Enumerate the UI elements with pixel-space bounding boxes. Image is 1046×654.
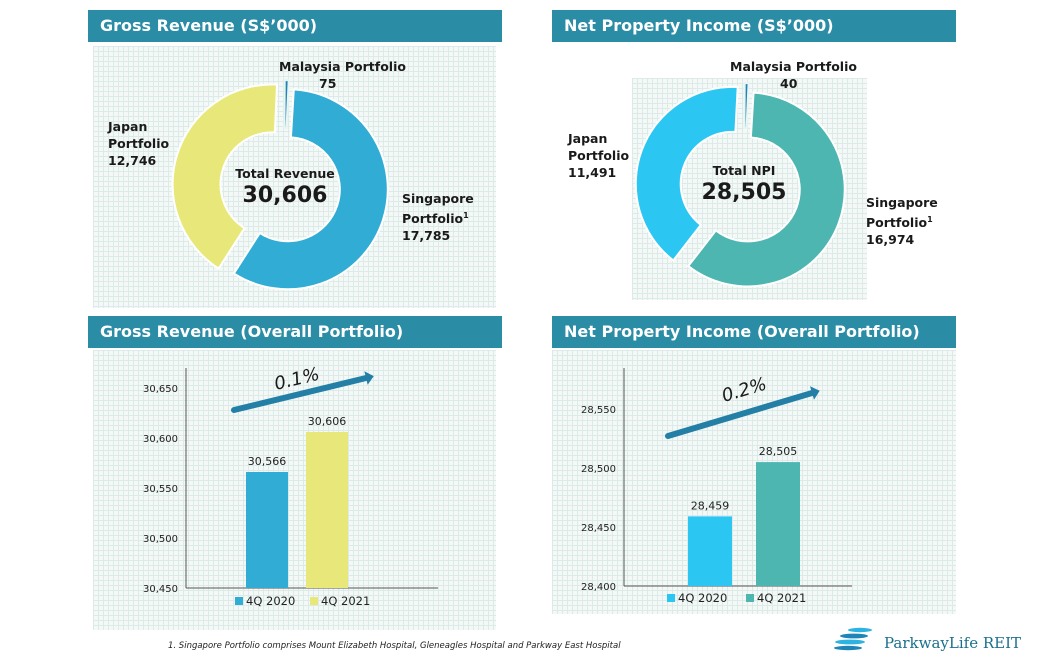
slice-singapore bbox=[686, 91, 846, 288]
legend-swatch bbox=[310, 597, 318, 605]
data-label: 28,505 bbox=[759, 445, 798, 458]
legend-label: 4Q 2021 bbox=[321, 594, 370, 608]
npi-donut-chart bbox=[634, 81, 846, 288]
bar-4q-2021 bbox=[756, 462, 800, 586]
bar-4q-2021 bbox=[306, 432, 348, 588]
gross-revenue-bar-panel: Gross Revenue (Overall Portfolio) 30,450… bbox=[88, 316, 502, 632]
malaysia-name: Malaysia Portfolio bbox=[730, 59, 857, 74]
malaysia-name: Malaysia Portfolio bbox=[279, 59, 406, 74]
y-tick-label: 28,400 bbox=[581, 582, 616, 593]
gross-revenue-donut-chart bbox=[171, 78, 389, 291]
y-tick-label: 30,550 bbox=[143, 484, 178, 495]
slice-singapore bbox=[232, 88, 389, 291]
legend-label: 4Q 2020 bbox=[678, 591, 727, 605]
growth-annotation: 0.2% bbox=[719, 374, 769, 407]
chart-background bbox=[552, 350, 956, 614]
gross-revenue-donut-panel: Gross Revenue (S$’000) Malaysia Portfoli… bbox=[88, 10, 502, 310]
japan-name-2: Portfolio bbox=[108, 136, 170, 151]
growth-arrow-head bbox=[364, 371, 374, 385]
donut-center-label: Total NPI bbox=[712, 163, 776, 178]
panel-title: Gross Revenue (Overall Portfolio) bbox=[88, 316, 502, 348]
legend-label: 4Q 2021 bbox=[757, 591, 806, 605]
singapore-name-2: Portfolio bbox=[402, 211, 464, 227]
footnote: 1. Singapore Portfolio comprises Mount E… bbox=[168, 641, 621, 651]
donut-center-value: 28,505 bbox=[701, 180, 787, 205]
japan-label: Japan Portfolio 11,491 bbox=[568, 130, 629, 181]
y-tick-label: 30,650 bbox=[143, 384, 178, 395]
panel-title: Net Property Income (S$’000) bbox=[552, 10, 956, 42]
japan-name-1: Japan bbox=[108, 119, 148, 134]
y-tick-label: 30,500 bbox=[143, 534, 178, 545]
y-tick-label: 28,450 bbox=[581, 523, 616, 534]
slice-malaysia bbox=[283, 78, 290, 130]
growth-arrow bbox=[231, 375, 369, 413]
growth-arrow bbox=[665, 390, 815, 439]
logo-text: ParkwayLife REIT bbox=[884, 634, 1022, 652]
japan-value: 12,746 bbox=[108, 153, 157, 168]
singapore-label: Singapore Portfolio1 17,785 bbox=[402, 190, 474, 244]
npi-bar-panel: Net Property Income (Overall Portfolio) … bbox=[552, 316, 956, 616]
legend-swatch bbox=[746, 594, 754, 602]
data-label: 28,459 bbox=[691, 499, 730, 512]
malaysia-label: Malaysia Portfolio 40 bbox=[730, 58, 857, 92]
data-label: 30,606 bbox=[308, 415, 347, 428]
growth-arrow-head bbox=[809, 386, 820, 400]
malaysia-value: 75 bbox=[319, 76, 337, 91]
parkwaylife-logo-icon bbox=[834, 627, 872, 651]
panel-title: Gross Revenue (S$’000) bbox=[88, 10, 502, 42]
slice-japan bbox=[171, 83, 279, 270]
malaysia-label: Malaysia Portfolio 75 bbox=[279, 58, 406, 92]
slice-japan bbox=[634, 85, 739, 262]
footnote-marker: 1 bbox=[463, 211, 469, 220]
legend-label: 4Q 2020 bbox=[246, 594, 295, 608]
legend-swatch bbox=[667, 594, 675, 602]
japan-value: 11,491 bbox=[568, 165, 617, 180]
japan-name-1: Japan bbox=[568, 131, 608, 146]
singapore-name-2: Portfolio bbox=[866, 215, 928, 231]
singapore-name-1: Singapore bbox=[866, 195, 938, 210]
gross-revenue-bar-chart: 30,450 30,500 30,550 30,600 30,650 30,566 30,6… bbox=[143, 364, 438, 608]
npi-bar-chart: 28,400 28,450 28,500 28,550 28,459 28,505 4Q 2… bbox=[581, 368, 852, 605]
legend-swatch bbox=[235, 597, 243, 605]
y-tick-label: 30,600 bbox=[143, 434, 178, 445]
donut-center-label: Total Revenue bbox=[235, 166, 335, 181]
y-tick-label: 30,450 bbox=[143, 584, 178, 595]
singapore-value: 17,785 bbox=[402, 228, 451, 244]
singapore-label: Singapore Portfolio1 16,974 bbox=[866, 194, 938, 248]
japan-name-2: Portfolio bbox=[568, 148, 630, 163]
singapore-name-1: Singapore bbox=[402, 191, 474, 206]
donut-center-value: 30,606 bbox=[242, 183, 328, 208]
y-tick-label: 28,550 bbox=[581, 405, 616, 416]
bar-4q-2020 bbox=[688, 516, 732, 586]
japan-label: Japan Portfolio 12,746 bbox=[108, 118, 169, 169]
panel-title: Net Property Income (Overall Portfolio) bbox=[552, 316, 956, 348]
malaysia-value: 40 bbox=[780, 76, 798, 91]
npi-donut-panel: Net Property Income (S$’000) Malaysia Po… bbox=[552, 10, 956, 310]
footnote-marker: 1 bbox=[927, 215, 933, 224]
singapore-value: 16,974 bbox=[866, 232, 915, 248]
y-tick-label: 28,500 bbox=[581, 464, 616, 475]
slice-malaysia bbox=[743, 81, 750, 130]
bar-4q-2020 bbox=[246, 472, 288, 588]
data-label: 30,566 bbox=[248, 455, 287, 468]
